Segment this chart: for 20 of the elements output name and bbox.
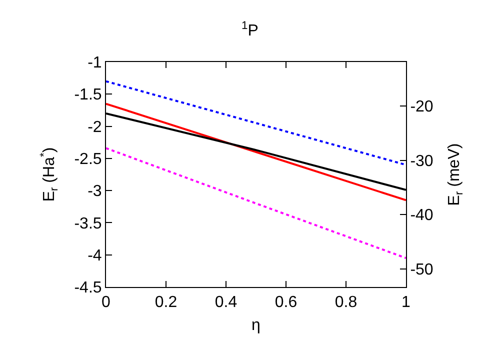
y-tick-label: -2 bbox=[88, 118, 102, 136]
y-tick-label: -1.5 bbox=[74, 86, 102, 104]
x-tick-label: 1 bbox=[402, 294, 411, 312]
y2-tick-label: -20 bbox=[410, 98, 434, 116]
y2-tick-label: -50 bbox=[410, 261, 434, 278]
y-tick-label: -2.5 bbox=[74, 151, 102, 168]
x-tick-label: 0.4 bbox=[214, 294, 238, 312]
y-tick-label: -4 bbox=[88, 247, 102, 264]
x-tick-label: 0.8 bbox=[334, 294, 358, 312]
y2-tick-label: -40 bbox=[410, 207, 434, 224]
y-tick-label: -1 bbox=[88, 54, 102, 72]
x-tick-label: 0.6 bbox=[274, 294, 298, 312]
chart-title: $^{1}$P bbox=[242, 20, 258, 40]
x-axis-title: η bbox=[252, 316, 260, 334]
y2-tick-label: -30 bbox=[410, 152, 434, 170]
x-tick-label: 0 bbox=[102, 294, 111, 312]
y-tick-label: -3 bbox=[88, 183, 102, 200]
y-tick-label: -3.5 bbox=[74, 215, 102, 232]
y-tick-label: -4.5 bbox=[74, 280, 102, 297]
x-tick-label: 0.2 bbox=[154, 294, 178, 312]
